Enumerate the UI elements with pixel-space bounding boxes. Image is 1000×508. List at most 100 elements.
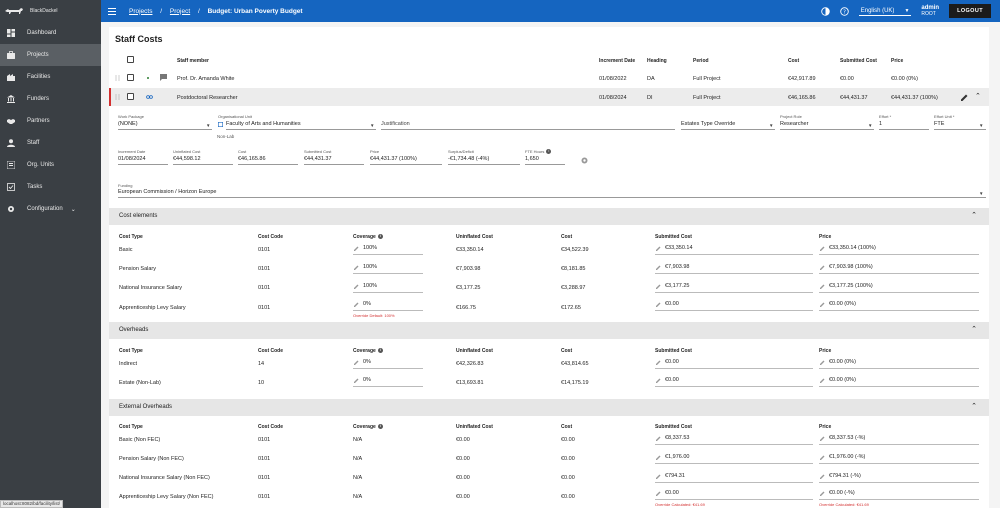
price-input[interactable]: €1,976.00 (-%): [819, 454, 979, 464]
coverage-input[interactable]: 100%: [353, 283, 423, 293]
table-row-selected[interactable]: [109, 88, 989, 106]
section-cost-elements[interactable]: Cost elements ⌃: [109, 208, 989, 225]
chevron-up-icon[interactable]: ⌃: [971, 326, 977, 333]
menu-icon[interactable]: [108, 7, 116, 15]
coverage-input[interactable]: 0%: [353, 377, 423, 387]
info-icon[interactable]: i: [546, 149, 552, 155]
price-input[interactable]: €33,350.14 (100%): [819, 245, 979, 255]
drag-handle-icon[interactable]: [115, 94, 120, 100]
cost: €0.00: [561, 475, 575, 481]
coverage-input[interactable]: 100%: [353, 264, 423, 274]
column-header-price: Price: [819, 234, 832, 240]
chevron-up-icon[interactable]: ⌃: [975, 93, 981, 100]
submitted-cost-input[interactable]: €33,350.14: [655, 245, 813, 255]
submitted-cost-input[interactable]: €8,337.53: [655, 435, 813, 445]
column-header-uninflated: Uninflated Cost: [456, 348, 493, 354]
row-checkbox[interactable]: [127, 74, 134, 81]
section-overheads[interactable]: Overheads ⌃: [109, 322, 989, 339]
sidebar-item-org-units[interactable]: Org. Units: [0, 154, 101, 176]
submitted-cost-input[interactable]: €0.00: [655, 490, 813, 500]
coverage-input[interactable]: 0%: [353, 301, 423, 311]
period: Full Project: [693, 76, 721, 82]
price-input[interactable]: €0.00 (0%): [819, 301, 979, 311]
logout-button[interactable]: LOGOUT: [949, 4, 991, 18]
submitted-cost-input[interactable]: €0.00: [655, 359, 813, 369]
column-header-coverage: Coverage i: [353, 424, 383, 430]
sidebar-item-funders[interactable]: Funders: [0, 88, 101, 110]
heading: DI: [647, 95, 653, 101]
info-icon[interactable]: i: [377, 424, 383, 430]
submitted-cost-input[interactable]: €0.00: [655, 301, 813, 311]
cost-type: Apprenticeship Levy Salary: [119, 305, 186, 311]
submitted-cost-input[interactable]: €794.31: [655, 473, 813, 483]
coverage-value: 0%: [363, 377, 371, 383]
estates-type-select[interactable]: Estates Type Override: [681, 121, 775, 130]
help-icon[interactable]: ?: [840, 6, 849, 16]
column-header-cost-code: Cost Code: [258, 348, 283, 354]
edit-icon[interactable]: [961, 94, 968, 101]
funding-select[interactable]: European Commission / Horizon Europe: [118, 189, 986, 198]
cost: €14,175.19: [561, 380, 589, 386]
select-all-checkbox[interactable]: [127, 56, 134, 63]
submitted-cost-value: €0.00: [665, 377, 679, 383]
sidebar-item-label: Facilities: [27, 74, 51, 80]
staff-member-name[interactable]: Prof. Dr. Amanda White: [177, 76, 235, 82]
breadcrumb-projects[interactable]: Projects: [129, 7, 153, 15]
sidebar-item-configuration[interactable]: Configuration ⌄: [0, 198, 101, 220]
pencil-icon: [656, 284, 661, 289]
submitted-cost-input[interactable]: €3,177.25: [655, 283, 813, 293]
drag-handle-icon[interactable]: [115, 75, 120, 81]
price-input[interactable]: €0.00 (0%): [819, 359, 979, 369]
org-unit-select[interactable]: Faculty of Arts and Humanities: [226, 121, 376, 130]
brand[interactable]: BlackDackel: [0, 0, 101, 22]
price-input[interactable]: €0.00 (0%): [819, 377, 979, 387]
price-value: €7,903.98 (100%): [829, 264, 873, 270]
chevron-up-icon[interactable]: ⌃: [971, 403, 977, 410]
work-package-select[interactable]: (NONE): [118, 121, 212, 130]
price-input[interactable]: €7,903.98 (100%): [819, 264, 979, 274]
theme-toggle-icon[interactable]: [821, 6, 830, 16]
justification-field[interactable]: Justification: [381, 121, 675, 130]
submitted-cost-input[interactable]: €0.00: [655, 377, 813, 387]
effort-input[interactable]: 1: [879, 121, 929, 130]
effort-unit-select[interactable]: FTE: [934, 121, 986, 130]
price-input[interactable]: €794.31 (-%): [819, 473, 979, 483]
submitted-cost-value: €0.00: [665, 301, 679, 307]
price-value: €3,177.25 (100%): [829, 283, 873, 289]
price-input[interactable]: €8,337.53 (-%): [819, 435, 979, 445]
section-external-overheads[interactable]: External Overheads ⌃: [109, 399, 989, 416]
price-input[interactable]: €3,177.25 (100%): [819, 283, 979, 293]
cost-type: Basic (Non FEC): [119, 437, 161, 443]
sidebar-item-projects[interactable]: Projects: [0, 44, 101, 66]
pencil-icon: [820, 491, 825, 496]
price-input[interactable]: €0.00 (-%): [819, 490, 979, 500]
sidebar-item-tasks[interactable]: Tasks: [0, 176, 101, 198]
pencil-icon: [820, 246, 825, 251]
staff-member-name[interactable]: Postdoctoral Researcher: [177, 95, 238, 101]
column-header-cost-type: Cost Type: [119, 424, 143, 430]
caret-down-icon: ▼: [904, 7, 910, 14]
info-icon[interactable]: i: [377, 234, 383, 240]
coverage-input[interactable]: 0%: [353, 359, 423, 369]
submitted-cost-input[interactable]: €7,903.98: [655, 264, 813, 274]
breadcrumb-project[interactable]: Project: [169, 7, 191, 15]
sidebar-item-staff[interactable]: Staff: [0, 132, 101, 154]
increment-date: 01/08/2024: [599, 95, 627, 101]
settings-icon[interactable]: [581, 157, 588, 164]
row-checkbox[interactable]: [127, 93, 134, 100]
language-select[interactable]: English (UK) ▼: [858, 7, 912, 16]
increment-date-field[interactable]: 01/08/2024: [118, 156, 168, 165]
coverage-input[interactable]: 100%: [353, 245, 423, 255]
sidebar-item-partners[interactable]: Partners: [0, 110, 101, 132]
info-icon[interactable]: i: [377, 348, 383, 354]
chevron-up-icon[interactable]: ⌃: [971, 212, 977, 219]
cost-label: Cost: [238, 149, 247, 154]
submitted-cost-input[interactable]: €1,976.00: [655, 454, 813, 464]
sidebar-item-dashboard[interactable]: Dashboard: [0, 22, 101, 44]
project-role-select[interactable]: Researcher: [780, 121, 874, 130]
fte-hours-field[interactable]: 1,650: [525, 156, 565, 165]
sidebar-item-facilities[interactable]: Facilities: [0, 66, 101, 88]
comment-icon[interactable]: [160, 74, 167, 81]
link-icon[interactable]: [146, 94, 153, 100]
caret-down-icon: ▼: [979, 191, 984, 196]
